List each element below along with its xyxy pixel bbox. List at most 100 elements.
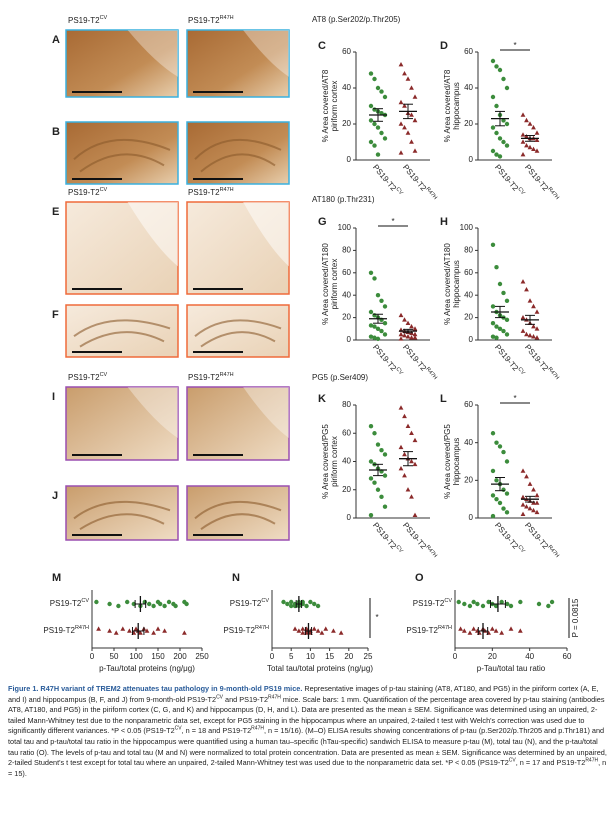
data-point (494, 324, 499, 329)
data-point (412, 117, 418, 123)
data-point (486, 599, 491, 605)
tissue-contour (194, 319, 282, 348)
label-text: PS19-T2 (223, 626, 255, 635)
data-point (493, 628, 499, 633)
data-point (94, 599, 99, 605)
data-point (480, 603, 486, 609)
label-sup: CV (394, 367, 404, 377)
y-tick-label: 40 (342, 457, 351, 466)
data-point (531, 487, 536, 492)
data-point (398, 465, 404, 471)
x-tick-label: 100 (129, 652, 143, 661)
y-tick-label: PS19-T2CV (50, 598, 90, 608)
label-sup: CV (394, 545, 404, 555)
data-point (504, 85, 510, 91)
y-axis-label-line: hippocampus (452, 438, 461, 486)
label-text: PS19-T2 (401, 343, 429, 373)
data-point (409, 139, 414, 144)
data-point (382, 321, 388, 326)
data-point (520, 502, 526, 507)
y-tick-label: 0 (469, 513, 474, 522)
data-point (382, 304, 388, 309)
data-point (504, 510, 510, 515)
label-text: PS19-T2 (493, 343, 521, 373)
label-text: PS19-T2 (523, 343, 551, 373)
x-tick-label: 0 (270, 652, 275, 661)
x-tick-label: 15 (325, 652, 334, 661)
label-text: PS19-T2 (68, 16, 100, 25)
data-point (285, 601, 290, 607)
micrograph (65, 29, 179, 98)
data-point (308, 599, 313, 605)
label-text: PS19-T2 (43, 626, 75, 635)
x-tick-label: PS19-T2CV (371, 162, 404, 199)
data-point (520, 328, 526, 333)
y-tick-label: 60 (342, 47, 351, 56)
y-axis-label: % Area covered/AT180piriform cortex (321, 243, 339, 325)
data-point (494, 152, 499, 157)
data-point (501, 449, 506, 455)
data-point (398, 62, 404, 67)
data-point (375, 336, 381, 342)
data-point (412, 512, 418, 517)
data-point (494, 64, 499, 69)
data-point (494, 496, 499, 502)
label-text: PS19-T2 (523, 521, 551, 551)
data-point (368, 71, 374, 76)
data-point (501, 76, 506, 82)
data-point (490, 125, 496, 130)
data-point (379, 130, 384, 136)
x-tick-label: PS19-T2R47H (523, 162, 560, 203)
data-point (289, 603, 294, 609)
data-point (527, 481, 533, 486)
data-point (508, 626, 514, 631)
data-point (405, 423, 411, 428)
data-point (497, 136, 503, 141)
data-point (409, 112, 414, 117)
data-point (402, 473, 407, 478)
label-sup: CV (81, 598, 89, 604)
caption-title: Figure 1. R47H variant of TREM2 attenuat… (8, 684, 303, 693)
data-point (375, 293, 381, 298)
data-point (527, 298, 533, 303)
y-tick-label: 100 (460, 223, 474, 232)
data-point (504, 491, 510, 496)
image-header: PS19-T2R47H (188, 187, 234, 197)
label-sup: R47H (424, 545, 438, 560)
y-tick-label: 80 (464, 246, 473, 255)
data-point (372, 480, 377, 485)
data-point (372, 324, 377, 329)
tissue-edge (243, 387, 289, 439)
data-point (527, 121, 533, 126)
data-point (524, 473, 529, 479)
y-tick-label: 40 (464, 438, 473, 447)
data-point (398, 405, 404, 410)
data-point (372, 276, 377, 281)
significance-label: * (375, 613, 378, 622)
caption-text: and PS19-T2 (223, 694, 269, 704)
image-header: PS19-T2CV (68, 15, 108, 25)
data-point (520, 279, 526, 284)
panel-letter: F (52, 309, 59, 321)
x-tick-label: PS19-T2CV (493, 162, 526, 199)
data-point (107, 628, 112, 633)
data-point (518, 599, 523, 605)
label-sup: R47H (220, 15, 234, 21)
data-point (402, 451, 407, 457)
data-point (166, 599, 172, 605)
image-header: PS19-T2CV (68, 187, 108, 197)
data-point (319, 630, 325, 635)
label-sup: CV (261, 598, 269, 604)
data-point (524, 134, 529, 139)
micrograph (186, 485, 290, 541)
y-tick-label: PS19-T2R47H (43, 625, 89, 635)
label-text: PS19-T2 (68, 373, 100, 382)
data-point (490, 148, 496, 154)
data-point (158, 601, 163, 607)
tissue-edge (127, 30, 178, 77)
data-point (494, 103, 499, 109)
data-point (382, 473, 388, 478)
data-point (531, 125, 536, 130)
y-tick-label: 60 (342, 268, 351, 277)
y-tick-label: PS19-T2R47H (406, 625, 452, 635)
